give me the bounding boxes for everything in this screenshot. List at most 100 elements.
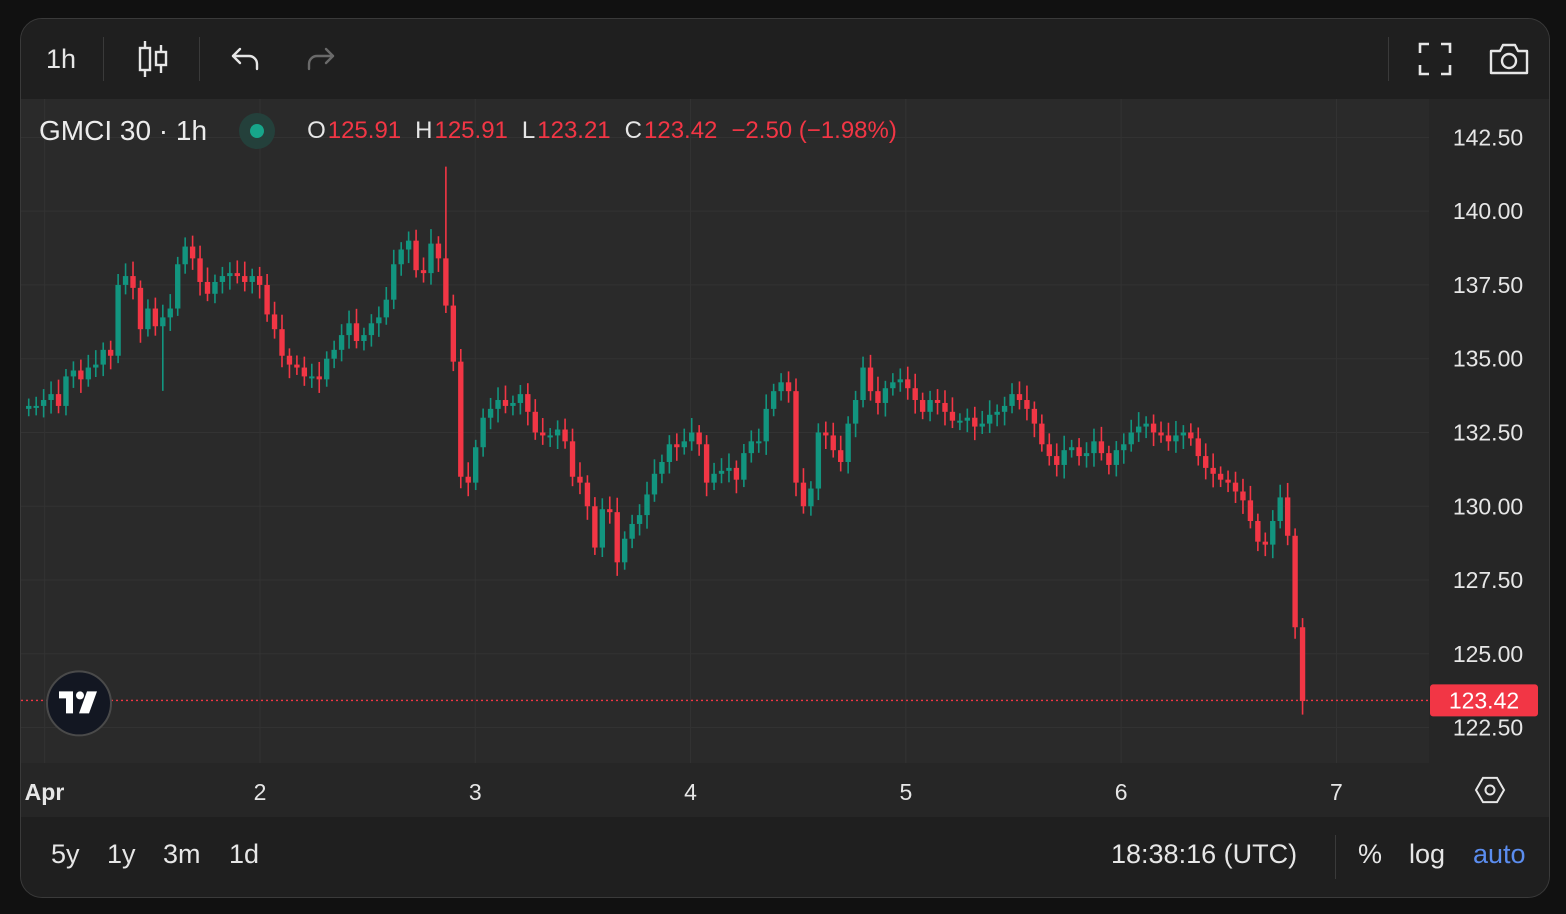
tradingview-logo[interactable] [46,670,112,737]
candle-body [40,400,47,406]
range-3m-button[interactable]: 3m [163,839,201,869]
close-label: C [624,117,642,144]
market-status-icon[interactable] [239,113,276,149]
candle-body [137,287,144,330]
candle-body [361,335,367,341]
candle-body [838,450,844,462]
candle-body [1135,426,1142,433]
candle-body [1143,423,1149,427]
candle-body [383,299,389,318]
price-tick-label: 140.00 [1453,198,1523,224]
price-chart[interactable]: 142.50 140.00 137.50 135.00 132.50 130.00 127.… [21,99,1549,817]
candle-body [957,420,963,423]
high-label: H [415,117,433,144]
candle-body [189,246,196,259]
candle-body [115,284,121,356]
candle-body [510,402,516,406]
candle-body [413,240,419,271]
toolbar-divider [199,37,200,81]
range-1y-button[interactable]: 1y [107,839,136,869]
candle-body [1076,447,1082,457]
candle-body [212,281,218,294]
candle-body [763,408,769,442]
candle-body [160,317,166,327]
candle-body [1217,473,1224,480]
candle-body [428,243,434,274]
undo-icon[interactable] [223,37,267,81]
symbol-label[interactable]: GMCI 30 · 1h [39,115,208,146]
candle-body [107,349,114,356]
candle-body [547,435,553,438]
candle-body [1188,432,1194,439]
candle-body [458,361,464,477]
candle-body [823,432,829,436]
candle-body [629,523,635,539]
percent-scale-toggle[interactable]: % [1358,839,1383,869]
candle-body [532,411,538,433]
candle-body [569,441,576,477]
candle-body [1284,497,1291,536]
redo-icon[interactable] [299,37,343,81]
candle-body [681,441,687,448]
candle-body [711,473,717,483]
candle-body [1054,456,1060,465]
utc-clock[interactable]: 18:38:16 (UTC) [1111,839,1298,869]
candle-body [130,276,136,288]
candle-body [1068,447,1075,451]
interval-button[interactable]: 1h [45,43,77,74]
candle-body [733,467,740,480]
range-1d-button[interactable]: 1d [229,839,260,869]
auto-scale-toggle[interactable]: auto [1473,839,1526,869]
camera-icon[interactable] [1487,37,1531,81]
settings-icon-center [1484,784,1496,796]
candle-body [63,376,69,406]
candle-body [1083,453,1090,457]
candle-body [391,264,397,300]
low-label: L [521,117,536,144]
chart-area[interactable]: 142.50 140.00 137.50 135.00 132.50 130.00 127.… [21,99,1549,817]
candle-body [338,335,345,350]
candle-body [644,494,650,516]
candle-body [636,515,643,524]
candle-body [234,273,240,277]
candle-body [905,379,911,389]
candle-body [1299,627,1306,702]
candle-body [286,355,293,365]
candle-body [487,408,494,418]
range-5y-button[interactable]: 5y [51,839,80,869]
log-scale-toggle[interactable]: log [1409,839,1446,869]
time-tick-label: Apr [25,779,65,805]
time-tick-label: 2 [254,779,267,805]
candle-body [1121,444,1127,451]
candlestick-icon[interactable] [131,37,175,81]
candle-body [882,388,889,403]
chart-widget: 1h [20,18,1550,898]
candle-body [912,388,918,401]
candle-body [674,444,680,448]
candle-body [1277,497,1283,522]
toolbar-divider [1388,37,1389,81]
candle-body [689,432,695,442]
candle-body [100,349,106,365]
price-tick-label: 122.50 [1453,715,1523,741]
candle-body [517,394,524,403]
settings-icon[interactable] [1474,776,1506,804]
candle-body [175,264,181,309]
candle-body [167,308,173,318]
candle-body [860,367,866,401]
candle-body [778,382,784,392]
candle-body [785,382,792,392]
candle-body [934,400,941,403]
toolbar-divider [103,37,104,81]
candle-body [1165,435,1172,442]
candle-body [279,329,285,356]
last-price-label: 123.42 [1449,687,1519,713]
candle-body [353,323,360,341]
candle-body [1158,432,1164,436]
candle-body [33,405,39,408]
candle-body [562,429,568,442]
candle-body [443,258,449,306]
candle-body [70,370,77,377]
fullscreen-icon[interactable] [1413,37,1457,81]
candle-body [741,453,747,480]
